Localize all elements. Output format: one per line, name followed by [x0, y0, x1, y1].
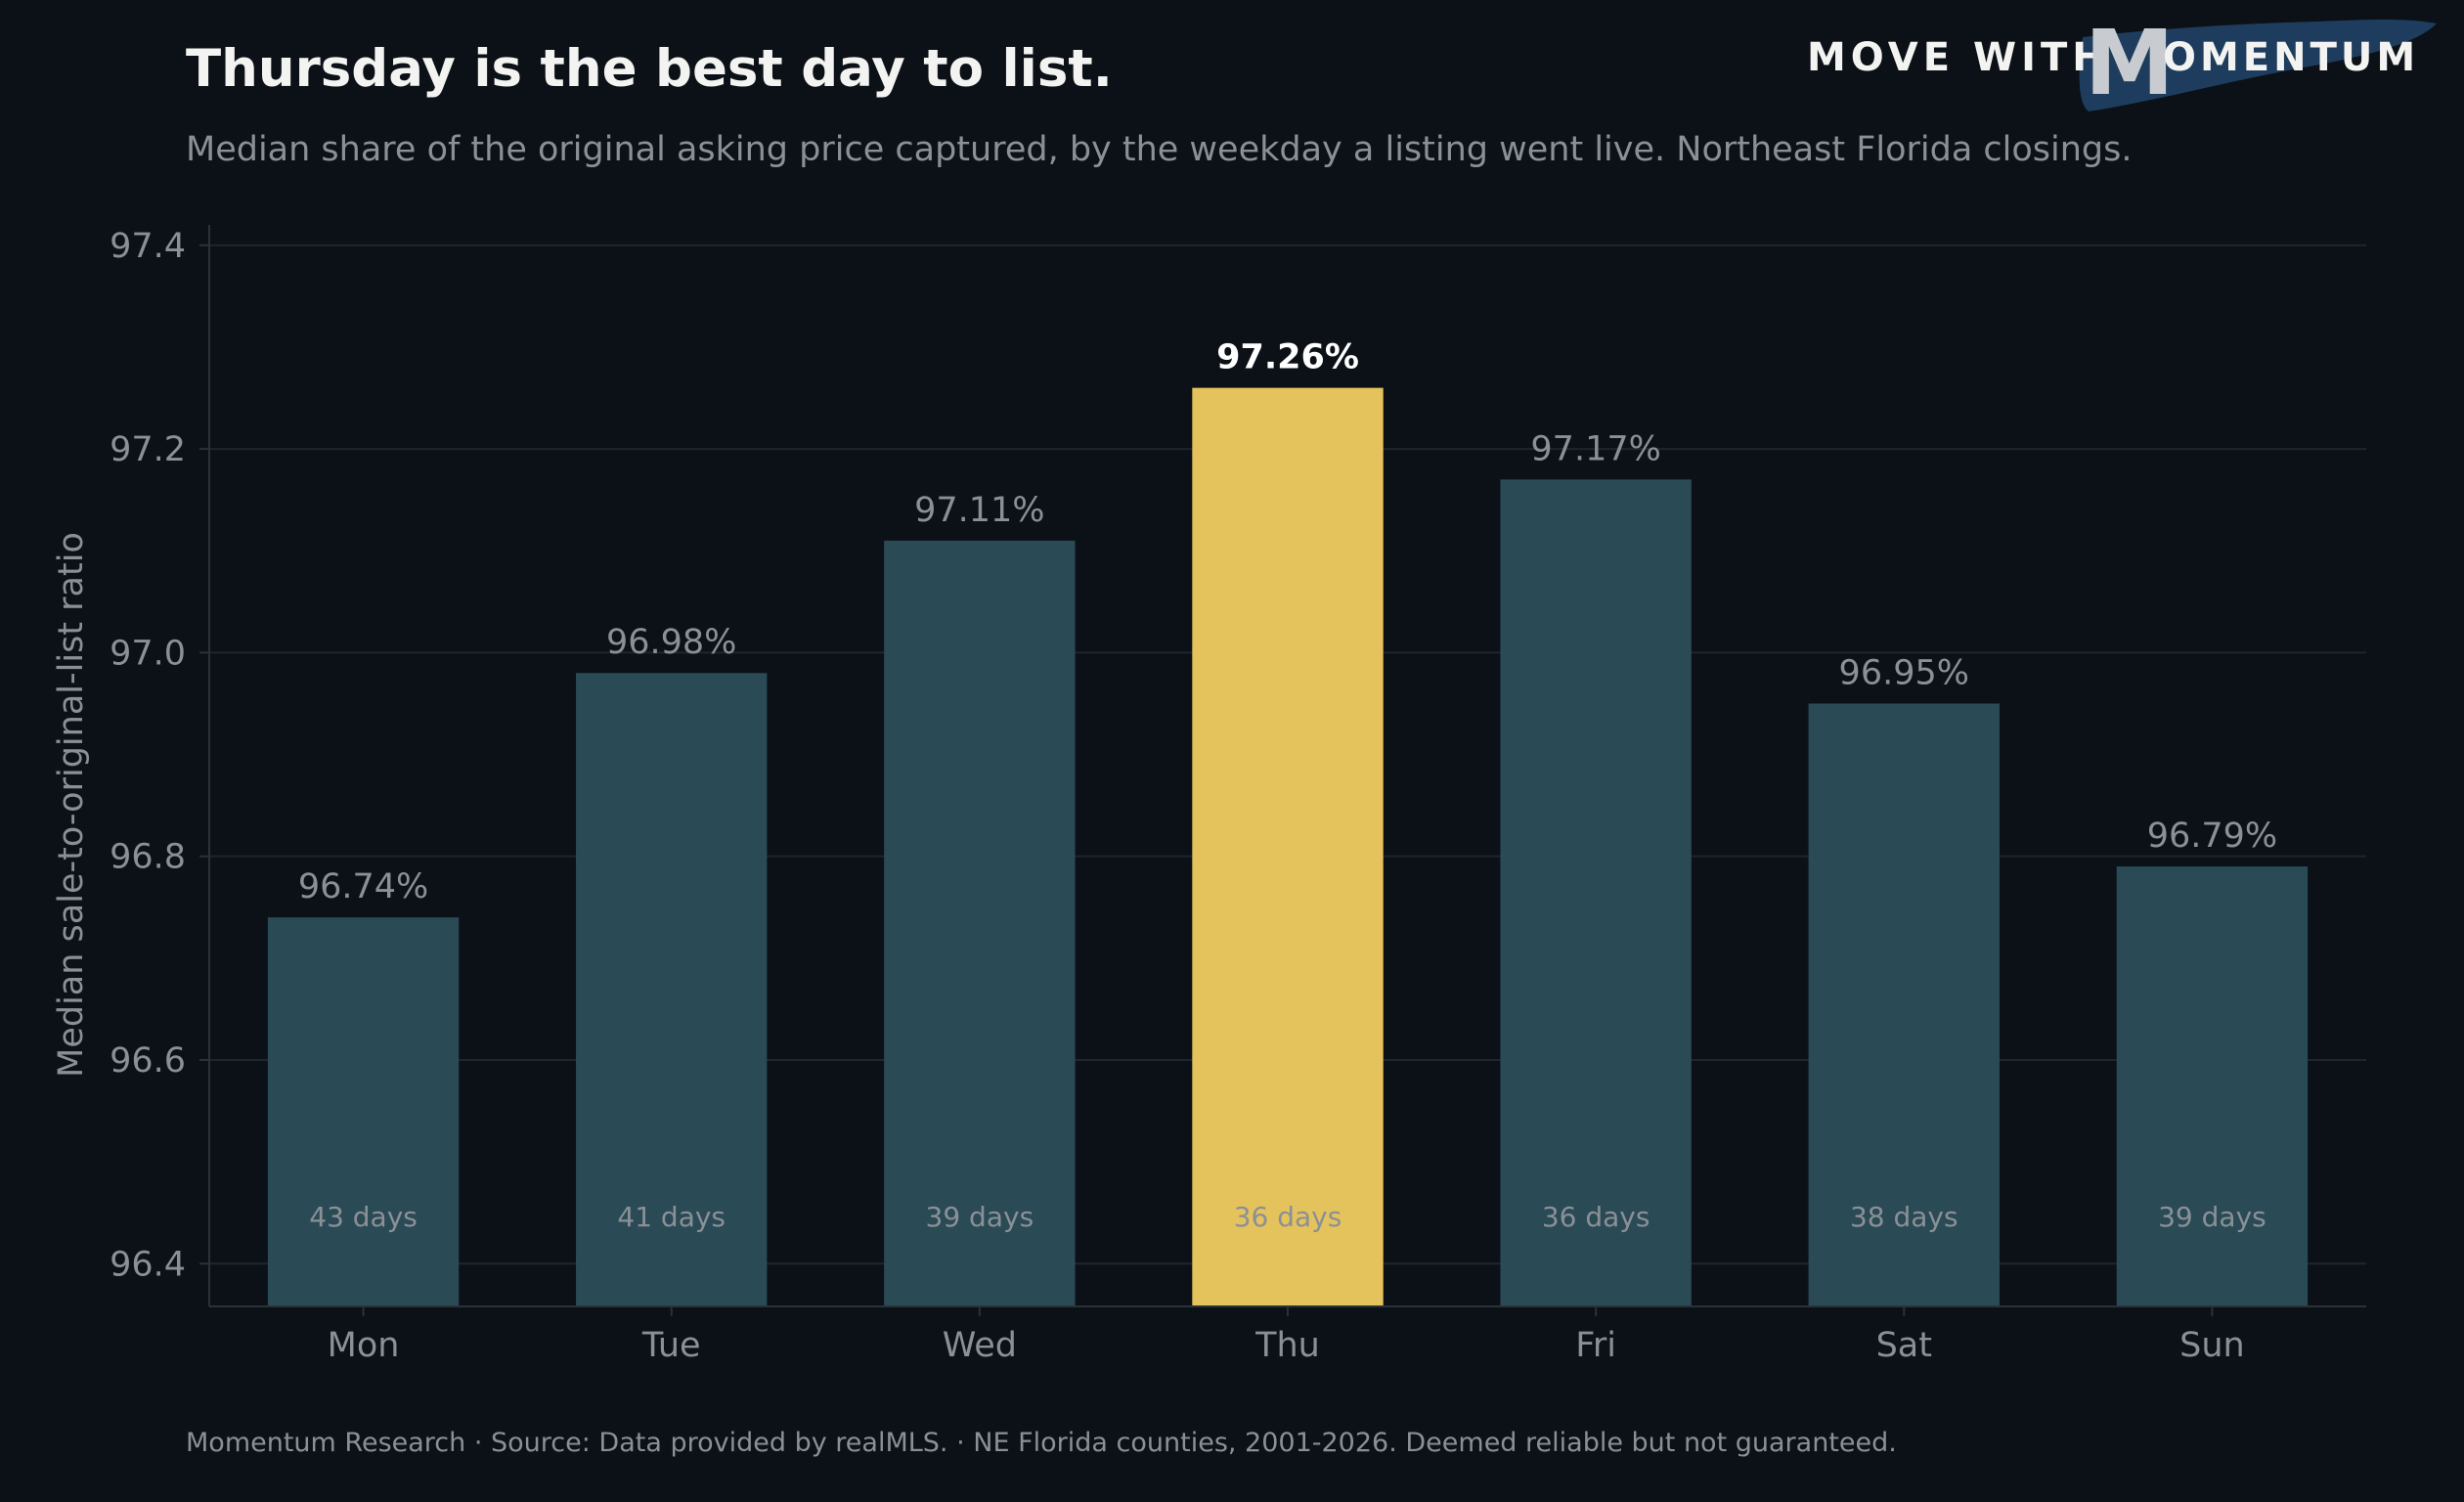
bar	[884, 540, 1076, 1306]
x-tick-label: Thu	[1254, 1326, 1320, 1365]
bar-days-label: 39 days	[926, 1201, 1034, 1233]
bar-days-label: 36 days	[1234, 1201, 1342, 1233]
x-tick-label: Sun	[2179, 1326, 2245, 1365]
bar-days-label: 38 days	[1850, 1201, 1958, 1233]
y-axis-label: Median sale-to-original-list ratio	[52, 532, 91, 1078]
x-tick-label: Sat	[1876, 1326, 1932, 1365]
bar-value-label: 96.95%	[1839, 653, 1969, 692]
logo-letter-m: M	[2085, 11, 2175, 115]
bar-value-label: 96.98%	[606, 623, 736, 662]
bar	[1500, 479, 1692, 1307]
logo-text-left: MOVE WITH	[1807, 35, 2110, 80]
x-tick-label: Mon	[328, 1326, 400, 1365]
y-tick-label: 96.4	[110, 1245, 186, 1284]
bar-value-label: 97.11%	[914, 491, 1044, 530]
brand-logo: MOVE WITH M OMENTUM	[1799, 10, 2444, 127]
bars-layer	[267, 387, 2309, 1307]
bar-days-label: 39 days	[2158, 1201, 2266, 1233]
y-tick-label: 97.4	[110, 227, 186, 266]
bar	[576, 673, 768, 1306]
chart-title: Thursday is the best day to list.	[186, 39, 1113, 99]
logo-brush-stroke	[2079, 20, 2437, 111]
bar-value-label: 97.17%	[1530, 429, 1660, 468]
bar-days-label: 43 days	[309, 1201, 418, 1233]
axis-layer: 96.4 96.6 96.8 97.0 97.2 97.4 Mon Tue Wed Thu Fri S…	[110, 225, 2366, 1365]
y-tick-label: 96.6	[110, 1041, 186, 1081]
bar-days-label: 41 days	[617, 1201, 726, 1233]
bar-value-label: 97.26%	[1216, 338, 1359, 377]
x-tick-label: Tue	[641, 1326, 701, 1365]
chart-subtitle: Median share of the original asking pric…	[186, 130, 2133, 169]
bar	[267, 917, 460, 1306]
y-tick-label: 97.0	[110, 634, 186, 673]
bar	[2116, 866, 2309, 1306]
bar-value-label: 96.74%	[298, 867, 428, 906]
y-tick-label: 96.8	[110, 838, 186, 877]
bar-chart: 96.4 96.6 96.8 97.0 97.2 97.4 Mon Tue Wed Thu Fri S…	[52, 225, 2366, 1365]
bar-highlight	[1192, 387, 1384, 1306]
brand-logo-graphic: MOVE WITH M OMENTUM	[1807, 11, 2437, 115]
x-tick-label: Fri	[1575, 1326, 1616, 1365]
x-tick-label: Wed	[943, 1326, 1017, 1365]
chart-footer: Momentum Research · Source: Data provide…	[186, 1428, 1897, 1458]
bar-days-label: 36 days	[1542, 1201, 1650, 1233]
bar	[1808, 703, 2000, 1306]
y-tick-label: 97.2	[110, 430, 186, 469]
labels-layer: 96.74% 43 days 96.98% 41 days 97.11% 39 days 9…	[298, 338, 2277, 1233]
logo-text-right: OMENTUM	[2163, 35, 2419, 80]
bar-value-label: 96.79%	[2147, 817, 2277, 856]
